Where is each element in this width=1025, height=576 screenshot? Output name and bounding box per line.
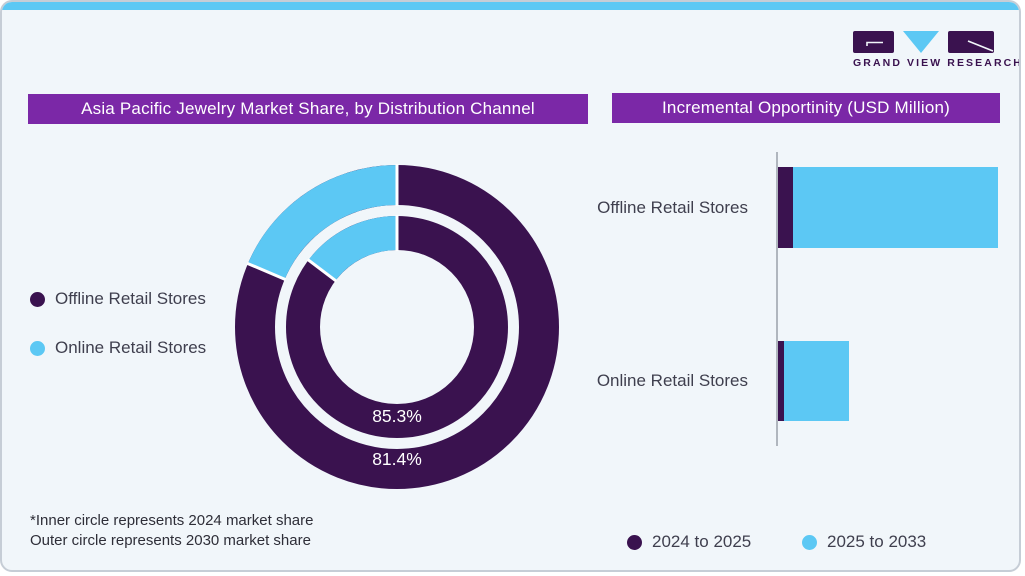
legend-item-2025-2033: 2025 to 2033 — [802, 532, 926, 552]
legend-label-2024-2025: 2024 to 2025 — [652, 532, 752, 551]
right-panel-title: Incremental Opportinity (USD Million) — [612, 93, 1000, 123]
donut-svg: 85.3% 81.4% — [235, 164, 559, 489]
donut-ring-label-outer: 81.4% — [372, 449, 422, 469]
bar-offline-2025-2033 — [793, 167, 998, 248]
legend-item-offline: Offline Retail Stores — [30, 289, 206, 309]
legend-dot-2025-2033 — [802, 534, 817, 550]
market-share-donut-chart: 85.3% 81.4% — [230, 160, 564, 494]
legend-label-offline: Offline Retail Stores — [55, 289, 206, 308]
legend-label-online: Online Retail Stores — [55, 338, 207, 357]
legend-dot-online — [30, 340, 45, 356]
bar-row-offline — [778, 167, 998, 248]
logo-v-triangle — [903, 31, 939, 53]
left-panel-title: Asia Pacific Jewelry Market Share, by Di… — [28, 94, 588, 124]
bar-category-label-offline: Offline Retail Stores — [597, 197, 748, 217]
gvr-logo-mark — [853, 31, 994, 53]
footnote-line-1: *Inner circle represents 2024 market sha… — [30, 512, 314, 529]
footnote-line-2: Outer circle represents 2030 market shar… — [30, 531, 311, 549]
bar-chart-axis — [776, 152, 778, 446]
bar-online-2025-2033 — [784, 341, 849, 421]
legend-label-2025-2033: 2025 to 2033 — [827, 532, 927, 551]
brand-name: GRAND VIEW RESEARCH — [853, 57, 1021, 69]
legend-item-online: Online Retail Stores — [30, 338, 206, 358]
legend-dot-2024-2025 — [627, 534, 642, 550]
legend-dot-offline — [30, 291, 45, 307]
legend-item-2024-2025: 2024 to 2025 — [627, 532, 751, 552]
bar-offline-2024-2025 — [778, 167, 793, 248]
bar-category-label-online: Online Retail Stores — [596, 371, 748, 390]
donut-footnote: *Inner circle represents 2024 market sha… — [30, 511, 313, 550]
bar-online-2024-2025 — [778, 341, 784, 421]
top-accent-bar — [2, 2, 1019, 10]
logo-r-glyph — [967, 40, 994, 52]
logo-g-glyph — [866, 41, 883, 46]
gvr-logo: GRAND VIEW RESEARCH — [853, 31, 1021, 69]
bar-row-online — [778, 341, 849, 421]
donut-ring-label-inner: 85.3% — [372, 406, 422, 426]
